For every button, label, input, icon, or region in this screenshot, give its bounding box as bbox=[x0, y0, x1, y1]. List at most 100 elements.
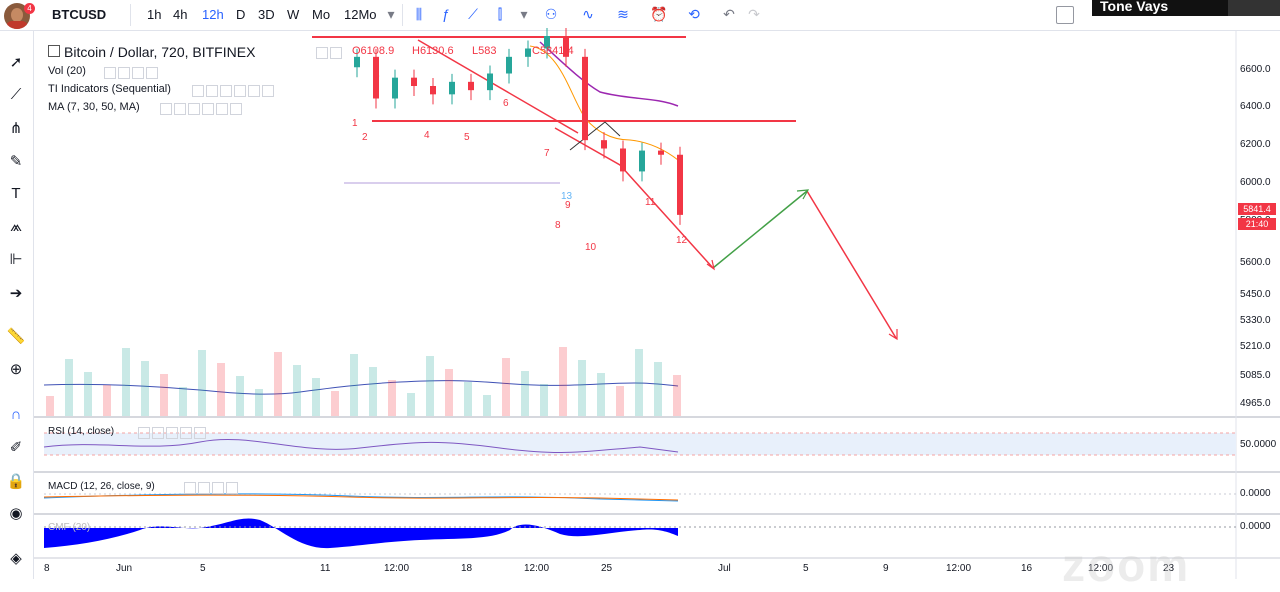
volume-bar bbox=[673, 375, 681, 416]
ruler-icon[interactable]: 📏 bbox=[6, 328, 26, 345]
chevron-down-icon[interactable]: ▾ bbox=[387, 6, 395, 22]
bar-chart-icon[interactable]: ⫼ bbox=[415, 6, 423, 22]
layers-icon[interactable]: ◈ bbox=[10, 550, 22, 567]
volume-bar bbox=[521, 371, 529, 416]
macd-label[interactable]: MACD (12, 26, close, 9) bbox=[48, 481, 155, 492]
pencil-lock-icon[interactable]: ✐ bbox=[9, 439, 23, 456]
top-toolbar: 4 BTCUSD 1h 4h 12h D 3D W Mo 12Mo ▾ ⫼ ƒ … bbox=[0, 0, 1280, 31]
time-axis-tick: 25 bbox=[601, 563, 613, 574]
interval-4h[interactable]: 4h bbox=[173, 7, 188, 22]
sequential-count: 9 bbox=[565, 200, 571, 211]
arrow-right-icon[interactable]: ➔ bbox=[9, 285, 23, 302]
sequential-count: 8 bbox=[555, 220, 561, 231]
sequential-count: 2 bbox=[362, 132, 368, 143]
interval-1h[interactable]: 1h bbox=[147, 7, 162, 22]
line-tool-icon[interactable]: ⟋ bbox=[468, 6, 478, 22]
candle-body bbox=[601, 140, 607, 149]
redo-icon[interactable]: ↷ bbox=[748, 6, 760, 22]
chart-title: Bitcoin / Dollar, 720, BITFINEX bbox=[64, 44, 256, 60]
interval-w[interactable]: W bbox=[287, 7, 300, 22]
brush-icon[interactable]: ✎ bbox=[9, 153, 23, 170]
volume-bar bbox=[350, 354, 358, 416]
indicators-icon[interactable]: ƒ bbox=[442, 6, 450, 22]
title-actions[interactable] bbox=[316, 47, 344, 59]
volume-bar bbox=[255, 389, 263, 416]
legend-ma-actions[interactable] bbox=[160, 103, 244, 115]
ohlc-close: C5841.4 bbox=[532, 45, 574, 57]
eye-icon[interactable]: ◉ bbox=[9, 505, 23, 522]
pitchfork-icon[interactable]: ⋔ bbox=[9, 120, 23, 137]
macd-axis-value: 0.0000 bbox=[1240, 488, 1271, 499]
rsi-label[interactable]: RSI (14, close) bbox=[48, 426, 115, 437]
volume-bar bbox=[445, 369, 453, 416]
cmf-label[interactable]: CMF (20) bbox=[48, 522, 91, 533]
time-axis-tick: 23 bbox=[1163, 563, 1175, 574]
undo-icon[interactable]: ↶ bbox=[723, 6, 735, 22]
collapse-legend-icon[interactable] bbox=[48, 45, 60, 57]
lock-icon[interactable]: 🔒 bbox=[6, 473, 26, 490]
candle-body bbox=[468, 81, 474, 91]
volume-bar bbox=[141, 361, 149, 416]
symbol-search[interactable]: BTCUSD bbox=[52, 7, 107, 22]
text-icon[interactable]: T bbox=[11, 185, 21, 202]
volume-bar bbox=[407, 393, 415, 416]
rsi-actions[interactable] bbox=[138, 427, 208, 439]
sequential-count: 7 bbox=[544, 148, 550, 159]
notification-badge[interactable]: 4 bbox=[24, 3, 35, 14]
volume-bar bbox=[388, 380, 396, 416]
legend-ti-actions[interactable] bbox=[192, 85, 276, 97]
time-axis-tick: Jun bbox=[116, 563, 133, 574]
legend-ma[interactable]: MA (7, 30, 50, MA) bbox=[48, 101, 140, 113]
prediction-icon[interactable]: ⊩ bbox=[9, 251, 23, 268]
time-axis-tick: 8 bbox=[44, 563, 50, 574]
legend-volume-actions[interactable] bbox=[104, 67, 160, 79]
interval-3d[interactable]: 3D bbox=[258, 7, 275, 22]
volume-bar bbox=[654, 362, 662, 416]
magnet-icon[interactable]: ∩ bbox=[10, 406, 22, 423]
cursor-icon[interactable]: ➚ bbox=[9, 54, 23, 71]
time-axis-tick: 16 bbox=[1021, 563, 1033, 574]
volume-bar bbox=[236, 376, 244, 416]
current-price-badge: 5841.4 bbox=[1238, 203, 1276, 215]
layout-checkbox[interactable] bbox=[1056, 6, 1074, 24]
interval-mo[interactable]: Mo bbox=[312, 7, 331, 22]
trend-icon[interactable]: ∿ bbox=[582, 6, 594, 22]
time-axis-tick: 11 bbox=[320, 563, 331, 574]
volume-bar bbox=[369, 367, 377, 416]
replay-icon[interactable]: ⟲ bbox=[688, 6, 700, 22]
legend-ti-sequential[interactable]: TI Indicators (Sequential) bbox=[48, 83, 171, 95]
volume-bar bbox=[559, 347, 567, 416]
interval-12h[interactable]: 12h bbox=[202, 7, 224, 22]
zoom-in-icon[interactable]: ⊕ bbox=[9, 361, 23, 378]
candle-body bbox=[677, 154, 683, 215]
trend-line-icon[interactable]: ⟋ bbox=[10, 86, 22, 103]
pattern-icon[interactable]: ⩕ bbox=[10, 218, 22, 235]
template-icon[interactable]: ⚇ bbox=[544, 6, 558, 22]
sequential-count: 5 bbox=[464, 132, 470, 143]
candle-body bbox=[658, 150, 664, 155]
fibonacci-icon[interactable]: ≋ bbox=[617, 6, 629, 22]
compare-icon[interactable]: ⫿ bbox=[497, 6, 503, 22]
countdown-badge: 21:40 bbox=[1238, 218, 1276, 230]
macd-actions[interactable] bbox=[184, 482, 240, 494]
volume-bar bbox=[540, 384, 548, 416]
candle-body bbox=[373, 56, 379, 99]
alert-icon[interactable]: ⏰ bbox=[650, 6, 668, 22]
time-axis-tick: 12:00 bbox=[384, 563, 410, 574]
price-axis-tick: 5210.0 bbox=[1240, 341, 1271, 352]
volume-bar bbox=[464, 382, 472, 416]
chevron-down-icon[interactable]: ▾ bbox=[520, 6, 528, 22]
price-axis-tick: 6400.0 bbox=[1240, 101, 1271, 112]
candle-body bbox=[411, 77, 417, 86]
price-axis-tick: 5330.0 bbox=[1240, 315, 1271, 326]
candle-body bbox=[449, 81, 455, 95]
sequential-count: 10 bbox=[585, 242, 597, 253]
interval-12mo[interactable]: 12Mo bbox=[344, 7, 377, 22]
sequential-count: 13 bbox=[561, 191, 573, 202]
video-overlay-thumb bbox=[1228, 0, 1280, 16]
rsi-axis-value: 50.0000 bbox=[1240, 439, 1277, 450]
interval-d[interactable]: D bbox=[236, 7, 246, 22]
legend-volume[interactable]: Vol (20) bbox=[48, 65, 86, 77]
video-overlay-name: Tone Vays bbox=[1092, 0, 1236, 16]
chart-canvas[interactable] bbox=[0, 0, 1280, 579]
